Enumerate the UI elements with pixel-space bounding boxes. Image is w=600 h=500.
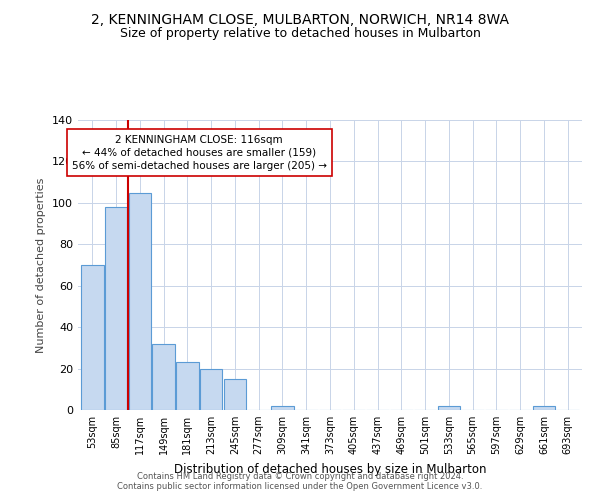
- Text: 2, KENNINGHAM CLOSE, MULBARTON, NORWICH, NR14 8WA: 2, KENNINGHAM CLOSE, MULBARTON, NORWICH,…: [91, 12, 509, 26]
- Bar: [152, 344, 175, 410]
- Text: Size of property relative to detached houses in Mulbarton: Size of property relative to detached ho…: [119, 28, 481, 40]
- Bar: [437, 406, 460, 410]
- Bar: [200, 368, 223, 410]
- Text: Contains HM Land Registry data © Crown copyright and database right 2024.: Contains HM Land Registry data © Crown c…: [137, 472, 463, 481]
- Bar: [271, 406, 294, 410]
- Bar: [533, 406, 555, 410]
- Y-axis label: Number of detached properties: Number of detached properties: [37, 178, 46, 352]
- Text: 2 KENNINGHAM CLOSE: 116sqm
← 44% of detached houses are smaller (159)
56% of sem: 2 KENNINGHAM CLOSE: 116sqm ← 44% of deta…: [72, 134, 327, 171]
- Bar: [81, 265, 104, 410]
- Bar: [128, 192, 151, 410]
- Text: Contains public sector information licensed under the Open Government Licence v3: Contains public sector information licen…: [118, 482, 482, 491]
- Bar: [224, 379, 246, 410]
- Bar: [105, 207, 127, 410]
- Bar: [176, 362, 199, 410]
- X-axis label: Distribution of detached houses by size in Mulbarton: Distribution of detached houses by size …: [174, 462, 486, 475]
